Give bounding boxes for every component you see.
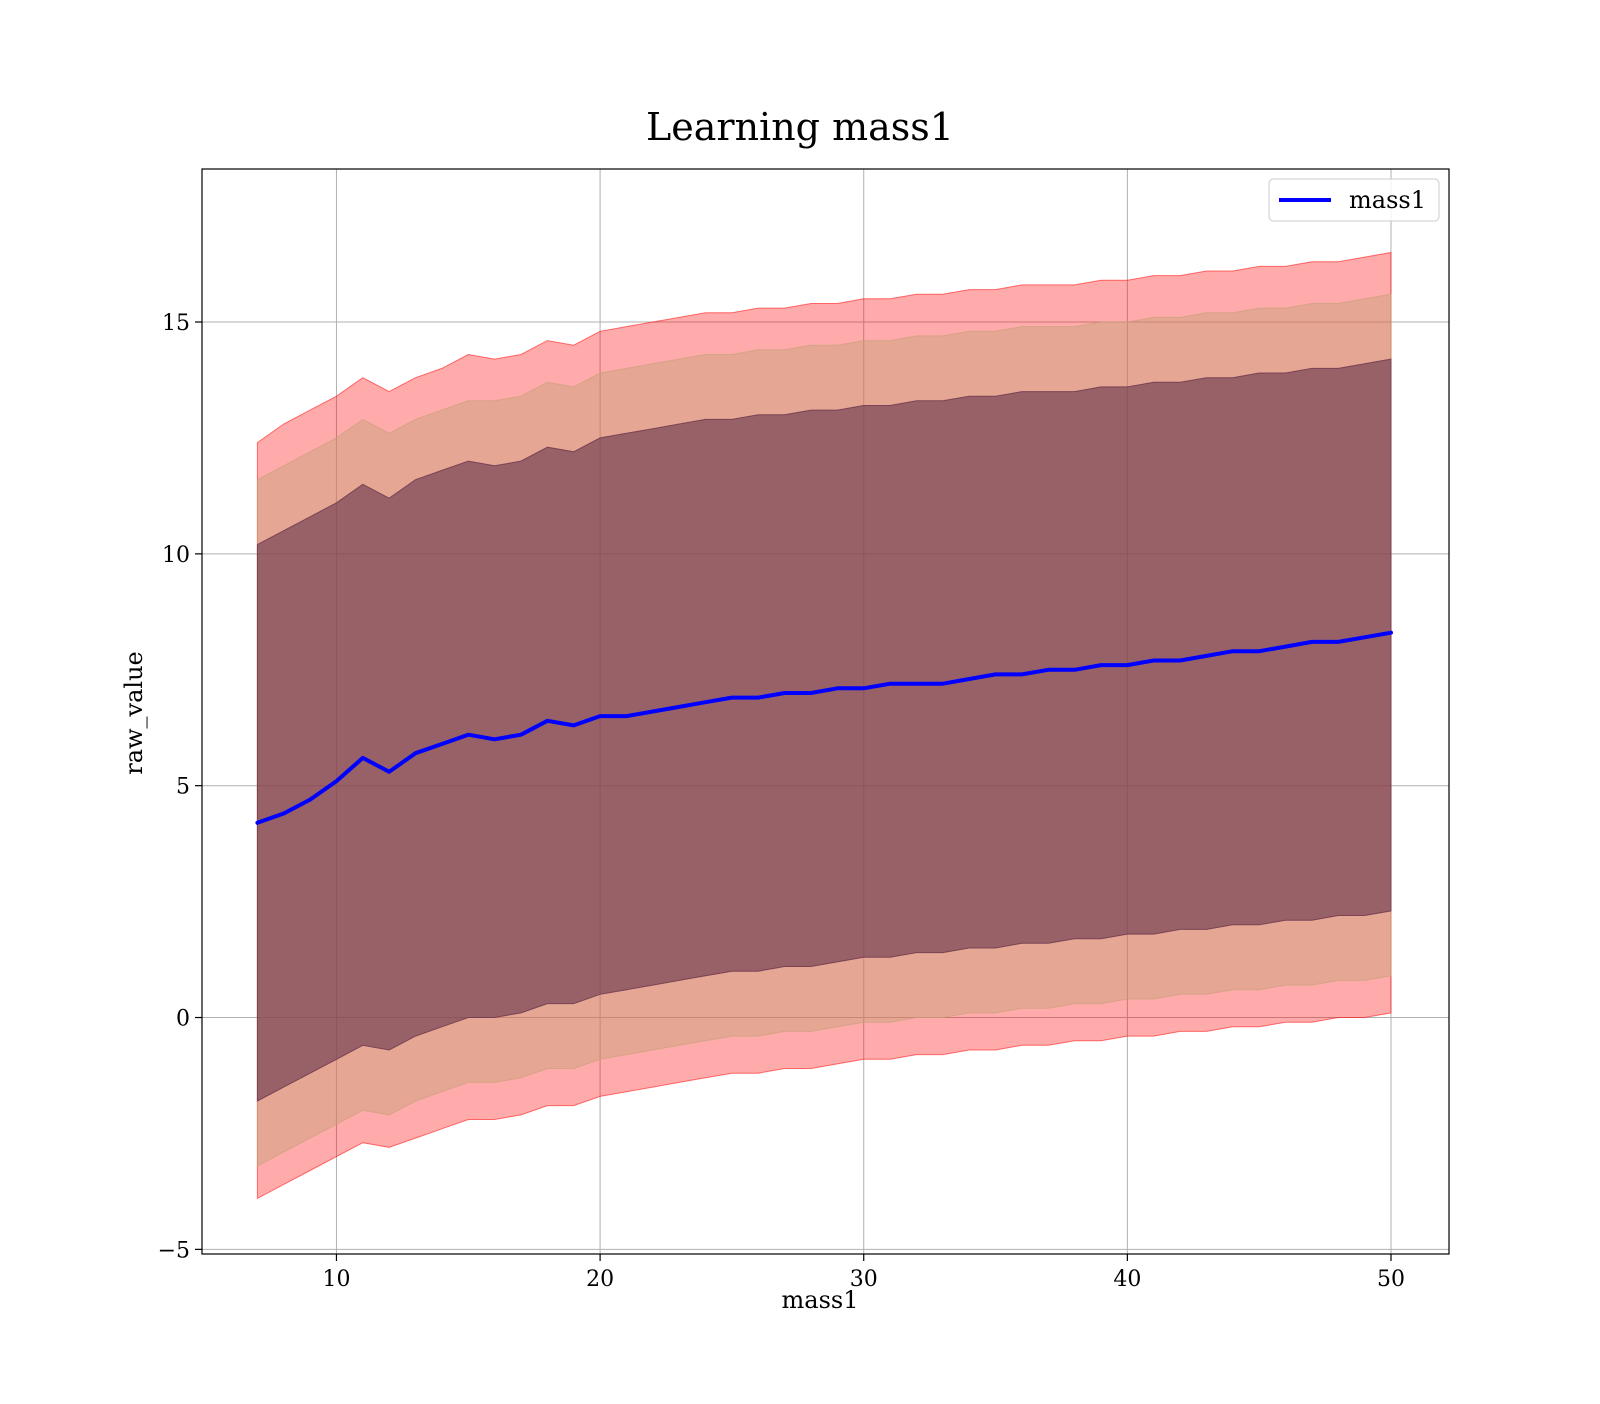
axis-ticks: 10 20 30 40 50 −5 0 5 10 15	[158, 311, 1405, 1292]
y-tick-label-3: 10	[162, 543, 190, 568]
x-axis-label: mass1	[782, 1286, 859, 1314]
confidence-band-2	[256, 358, 1392, 1102]
series-line-mass1	[255, 630, 1393, 825]
confidence-bands	[256, 251, 1392, 1200]
y-axis-label: raw_value	[120, 651, 148, 775]
legend: mass1	[1268, 178, 1440, 222]
y-tick-label-0: −5	[158, 1238, 190, 1263]
legend-box	[1268, 178, 1440, 222]
y-tick-label-4: 15	[162, 311, 190, 336]
x-tick-label-1: 20	[586, 1267, 614, 1292]
x-tick-label-2: 30	[850, 1267, 878, 1292]
x-tick-label-3: 40	[1113, 1267, 1141, 1292]
y-tick-label-2: 5	[176, 775, 190, 800]
chart-title: Learning mass1	[646, 105, 954, 149]
x-tick-label-0: 10	[322, 1267, 350, 1292]
legend-label-mass1: mass1	[1349, 186, 1426, 214]
plot-frame	[201, 168, 1450, 1255]
series-lines	[255, 630, 1393, 825]
x-tick-label-4: 50	[1377, 1267, 1405, 1292]
y-tick-label-1: 0	[176, 1007, 190, 1032]
